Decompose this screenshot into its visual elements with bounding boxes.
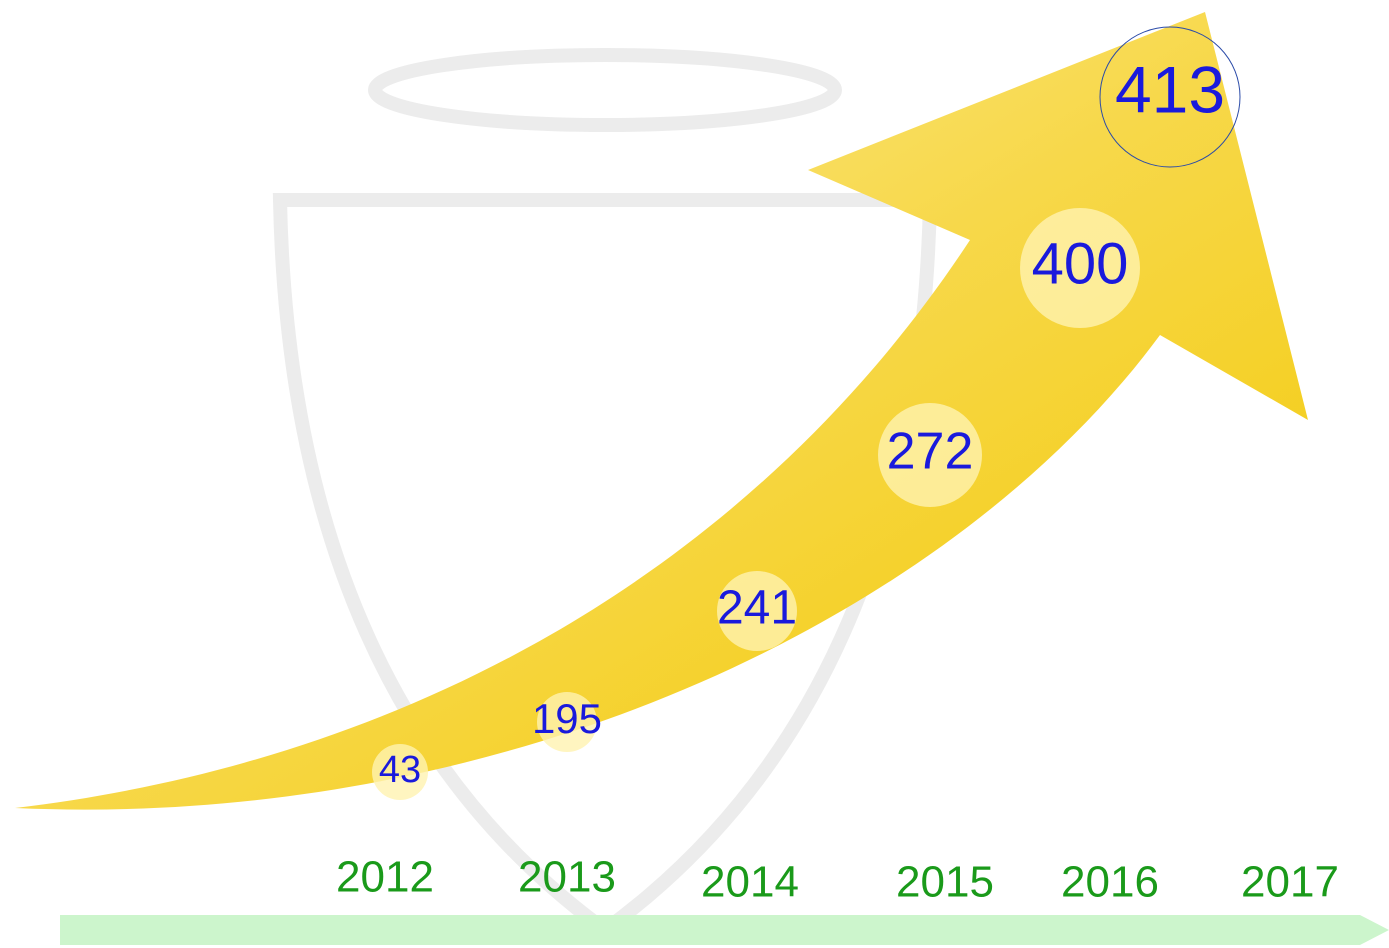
value-label: 43 — [379, 749, 421, 791]
value-ring — [1099, 26, 1241, 168]
value-label: 272 — [887, 423, 974, 481]
year-label: 2013 — [518, 853, 616, 902]
value-halo — [878, 403, 982, 507]
year-label: 2015 — [896, 858, 994, 907]
value-label: 400 — [1032, 231, 1129, 296]
value-label: 241 — [717, 582, 797, 635]
growth-arrow — [15, 12, 1308, 810]
value-label: 413 — [1115, 52, 1225, 126]
value-halo — [1020, 208, 1140, 328]
year-label: 2014 — [701, 858, 799, 907]
value-halo — [717, 571, 797, 651]
year-label: 2017 — [1241, 858, 1339, 907]
year-label: 2012 — [336, 853, 434, 902]
timeline-bar — [60, 915, 1389, 945]
value-label: 195 — [532, 695, 602, 742]
value-halo — [537, 692, 597, 752]
year-label: 2016 — [1061, 858, 1159, 907]
value-halo — [372, 744, 428, 800]
